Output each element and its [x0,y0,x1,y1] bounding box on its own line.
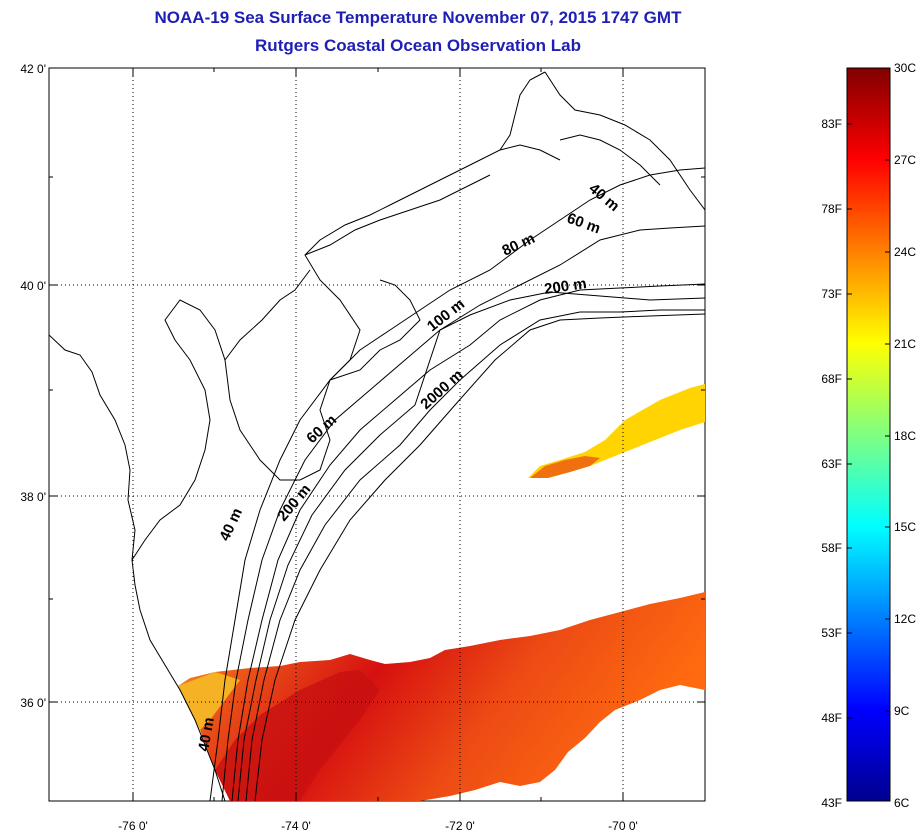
latitude-labels: 42 0' 40 0' 38 0' 36 0' [20,62,46,710]
isobath-2000m [254,313,705,801]
celsius-label: 24C [894,245,916,259]
tick-marks [49,67,705,801]
lon-label: -74 0' [281,819,311,832]
sst-swath-core [215,670,380,801]
lon-label: -76 0' [118,819,148,832]
fahrenheit-label: 48F [821,711,842,725]
sst-patch-north [528,384,705,478]
isobath-200m [245,309,705,801]
celsius-label: 12C [894,612,916,626]
fahrenheit-label: 58F [821,541,842,555]
colorbar-celsius-labels: 30C 27C 24C 21C 18C 15C 12C 9C 6C [894,61,916,810]
fahrenheit-label: 78F [821,202,842,216]
fahrenheit-label: 43F [821,796,842,810]
map-title: NOAA-19 Sea Surface Temperature November… [154,8,682,27]
celsius-label: 6C [894,796,910,810]
lat-label: 42 0' [20,62,46,76]
sst-patch-north-warm [530,456,600,478]
isobath-40m [209,167,705,801]
map-grid [49,68,705,801]
fahrenheit-label: 73F [821,287,842,301]
fahrenheit-label: 63F [821,457,842,471]
celsius-label: 30C [894,61,916,75]
celsius-label: 9C [894,704,910,718]
isobath-label: 40 m [195,716,218,753]
fahrenheit-label: 83F [821,117,842,131]
isobath-label: 200 m [543,275,587,298]
fahrenheit-label: 68F [821,372,842,386]
colorbar-fahrenheit-labels: 83F 78F 73F 68F 63F 58F 53F 48F 43F [821,117,842,810]
map-subtitle: Rutgers Coastal Ocean Observation Lab [255,36,581,55]
isobath-80m [231,283,705,801]
lat-label: 38 0' [20,490,46,504]
lat-label: 40 0' [20,279,46,293]
longitude-labels: -76 0' -74 0' -72 0' -70 0' [118,819,638,832]
fahrenheit-label: 53F [821,626,842,640]
colorbar-ticks [847,67,890,719]
colorbar [846,67,891,802]
celsius-label: 15C [894,520,916,534]
celsius-label: 18C [894,429,916,443]
lon-label: -70 0' [608,819,638,832]
isobath-100m [237,291,705,801]
isobath-60m [221,225,705,801]
celsius-label: 27C [894,153,916,167]
lon-label: -72 0' [445,819,475,832]
lat-label: 36 0' [20,696,46,710]
celsius-label: 21C [894,337,916,351]
